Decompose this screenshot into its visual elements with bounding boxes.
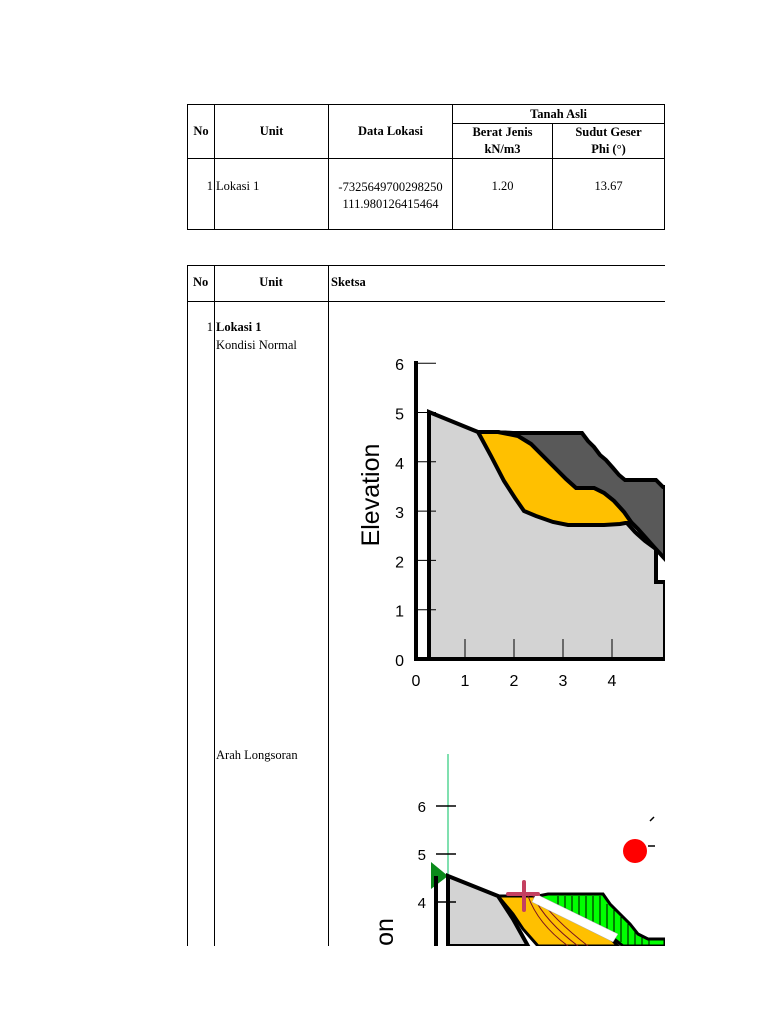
row-no: 1 (187, 158, 215, 230)
t2-header-sketsa: Sketsa (331, 275, 366, 289)
soil-data-table: No Unit Data Lokasi Tanah Asli Berat Jen… (187, 104, 665, 230)
header-sudut-geser-line1: Sudut Geser (575, 125, 642, 139)
y-tick-label: 2 (395, 554, 404, 571)
y-tick-label: 6 (418, 799, 426, 816)
header-berat-jenis: Berat Jenis kN/m3 (452, 123, 553, 159)
x-tick-label: 4 (608, 673, 617, 690)
header-sudut-geser-line2: Phi (°) (591, 142, 626, 156)
table-row: 1 Lokasi 1 -7325649700298250 111.9801264… (187, 158, 665, 230)
header-tanah-asli: Tanah Asli (452, 104, 665, 124)
row-data-lokasi: -7325649700298250 111.980126415464 (328, 158, 453, 230)
t2-header-unit: Unit (259, 275, 283, 289)
y-tick-label: 4 (395, 456, 404, 473)
row-sudut-geser: 13.67 (552, 158, 665, 230)
header-berat-jenis-line2: kN/m3 (484, 142, 521, 156)
y-tick-label: 6 (395, 357, 404, 374)
t2-row-no: 1 (206, 320, 213, 334)
center-cross-icon (506, 880, 540, 912)
header-sudut-geser: Sudut Geser Phi (°) (552, 123, 665, 159)
col-divider (214, 266, 215, 946)
y-tick-label: 3 (395, 505, 404, 522)
row-lat: -7325649700298250 (338, 180, 443, 194)
t2-header-no: No (193, 275, 209, 289)
row-unit: Lokasi 1 (214, 158, 329, 230)
t2-row-title: Lokasi 1 (216, 320, 262, 334)
col-divider (328, 266, 329, 946)
y-axis-label: Elevation (357, 444, 385, 547)
sketch-table: No Unit Sketsa 1 Lokasi 1 Kondisi Normal… (187, 265, 665, 946)
header-no: No (187, 104, 215, 159)
slope-section-chart: 0 1 2 3 4 5 6 0 1 2 3 4 Elevation (357, 357, 665, 690)
t2-row-condition: Kondisi Normal (216, 338, 297, 352)
green-marker-icon (431, 862, 448, 889)
y-tick-label: 1 (395, 604, 404, 621)
y-tick-label: 4 (418, 895, 426, 912)
row-lon: 111.980126415464 (342, 197, 439, 211)
row-berat-jenis: 1.20 (452, 158, 553, 230)
x-tick-label: 3 (559, 673, 568, 690)
y-tick-label: 5 (395, 407, 404, 424)
direction-arrow-icon (531, 893, 619, 943)
x-tick-label: 2 (510, 673, 519, 690)
header-unit: Unit (214, 104, 329, 159)
x-tick-label: 0 (412, 673, 421, 690)
header-berat-jenis-line1: Berat Jenis (472, 125, 533, 139)
red-point-icon (623, 839, 647, 863)
header-divider (188, 301, 665, 302)
x-tick-label: 1 (461, 673, 470, 690)
y-tick-label: 0 (395, 653, 404, 670)
base-soil-layer-2 (446, 873, 531, 946)
y-axis-label-2: on (371, 918, 399, 946)
middle-soil-layer (474, 430, 635, 527)
tick-mark (649, 816, 655, 822)
t2-row-arah: Arah Longsoran (216, 748, 298, 762)
y-tick-label: 5 (418, 847, 426, 864)
slope-direction-chart: 4 5 6 on (371, 754, 665, 946)
header-data-lokasi: Data Lokasi (328, 104, 453, 159)
